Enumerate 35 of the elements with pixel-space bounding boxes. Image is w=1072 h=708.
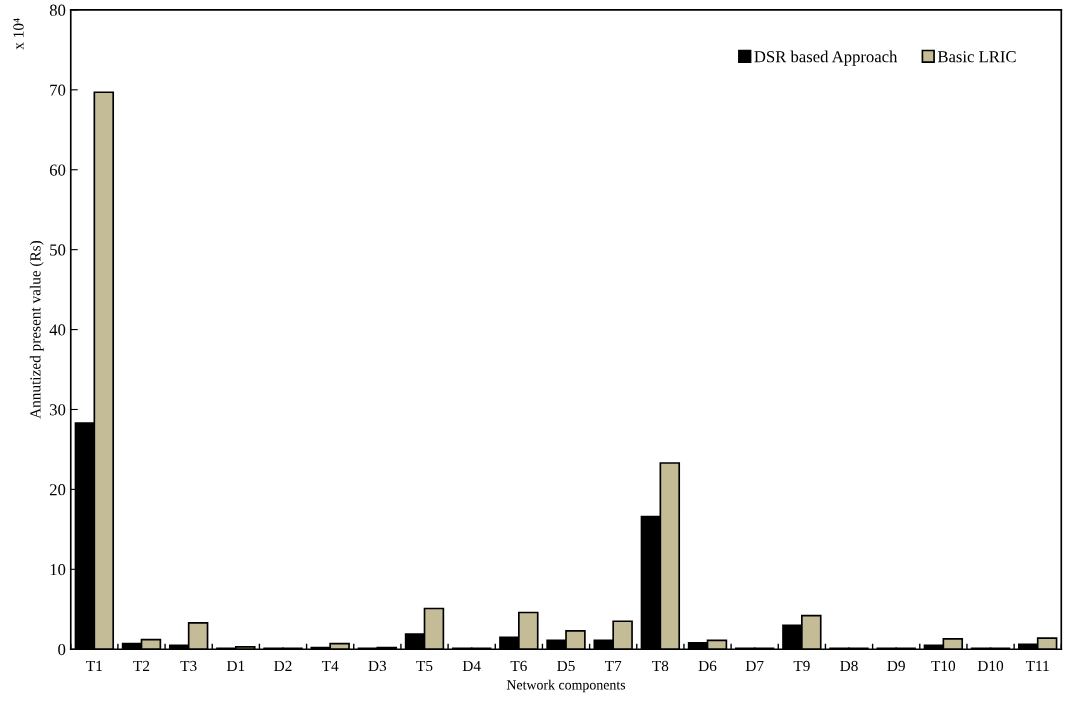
y-tick-label: 80 [49,4,66,16]
y-tick-label: 70 [50,84,66,96]
x-tick-label: T2 [133,660,150,671]
x-tick-label: T4 [321,660,339,671]
x-tick-label: D2 [274,660,292,671]
x-axis-title: Network components [506,679,626,693]
x-tick-label: T1 [86,660,102,671]
x-tick-label: T5 [416,660,433,672]
y-tick-label: 60 [49,164,66,176]
x-tick-label: T9 [793,660,810,672]
x-tick-label: T10 [931,660,956,672]
x-tick-label: D3 [368,660,387,672]
y-tick-label: 40 [49,324,66,336]
y-tick-label: 0 [58,643,66,656]
x-tick-label: T6 [510,660,527,672]
x-tick-label: T3 [180,660,197,672]
x-tick-label: D8 [840,660,858,672]
x-tick-label: D5 [557,660,575,672]
y-tick-label: 30 [50,404,66,416]
y-tick-label: 20 [49,484,66,496]
x-tick-label: D6 [698,660,717,672]
legend-label: DSR based Approach [754,50,898,66]
x-tick-label: D1 [226,660,245,671]
y-tick-label: 10 [50,564,66,576]
x-tick-label: T11 [1025,660,1049,671]
x-tick-label: D7 [745,660,764,671]
y-axis-title: Annutized present value (Rs) [29,240,44,419]
x-tick-label: T8 [652,660,669,672]
y-tick-label: 50 [50,244,66,256]
text: x 10⁴ [13,18,24,50]
legend-label: Basic LRIC [937,51,1016,63]
x-tick-label: D10 [977,660,1004,672]
x-tick-label: D9 [887,660,905,672]
x-tick-label: D4 [462,660,481,671]
x-tick-label: T7 [604,660,622,671]
